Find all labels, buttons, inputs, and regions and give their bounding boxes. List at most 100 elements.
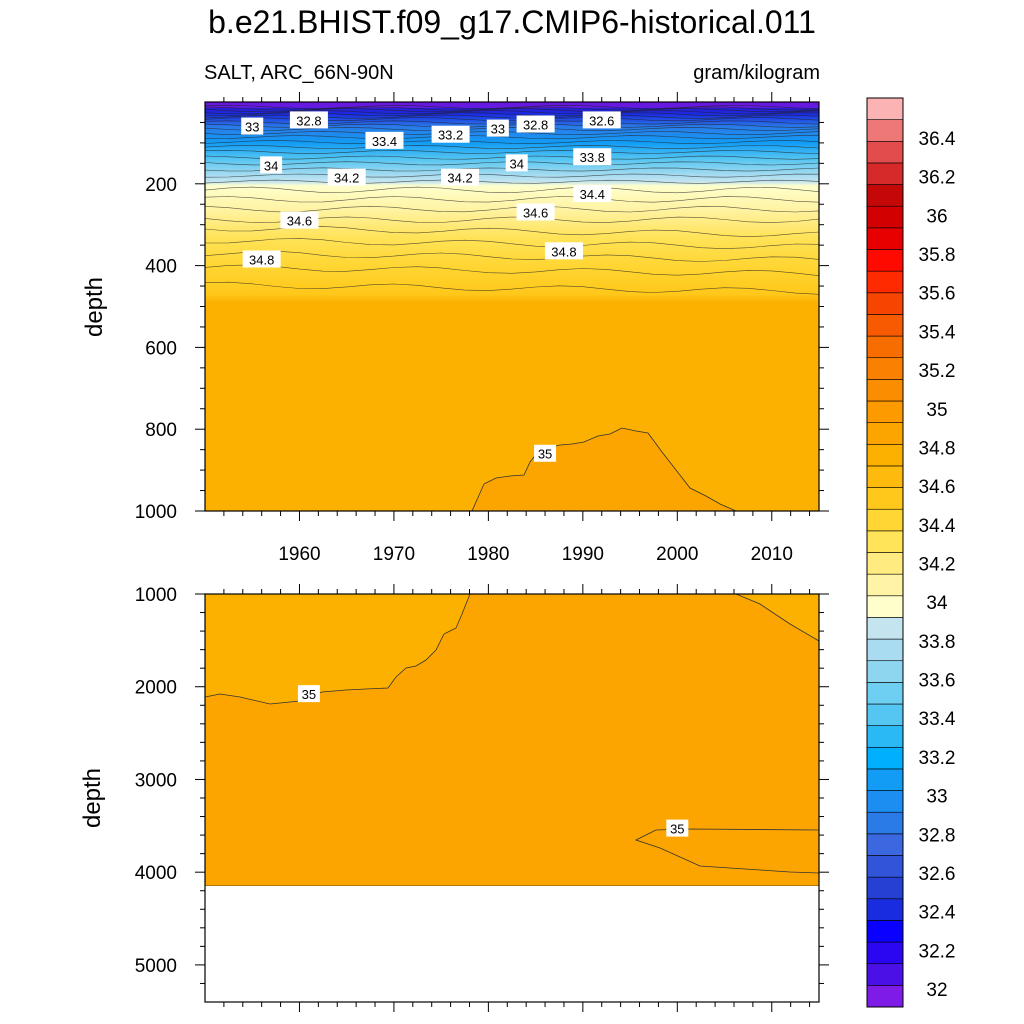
colorbar-swatch — [866, 184, 904, 207]
contour-line — [205, 108, 819, 113]
contour-label: 34.6 — [280, 211, 319, 229]
colorbar-swatch — [866, 530, 904, 553]
x-tick-label: 1960 — [278, 544, 320, 565]
colorbar-label: 35.2 — [919, 361, 956, 382]
colorbar-swatch — [866, 465, 904, 488]
colorbar-swatch — [866, 573, 904, 597]
contour-label-bg — [666, 819, 689, 837]
colorbar-swatch — [866, 400, 904, 423]
contour-label-bg — [573, 148, 612, 166]
colorbar-swatch — [866, 379, 904, 402]
contour-label-bg — [516, 115, 555, 133]
lower-y-tick-label: 2000 — [135, 678, 177, 699]
contour-line — [205, 186, 819, 194]
contour-label-text: 33 — [245, 120, 259, 135]
contour-label-bg — [280, 211, 319, 229]
contour-label: 32.8 — [516, 115, 555, 133]
upper-y-tick-label: 200 — [145, 175, 177, 196]
contour-label: 35 — [666, 819, 689, 837]
colorbar-label: 36 — [926, 206, 947, 227]
colorbar-swatch — [866, 876, 904, 900]
colorbar-label: 34 — [926, 593, 948, 614]
contour-label-text: 34 — [509, 156, 523, 171]
axes: 1960 1970 1980 1990 2000 2010 200 400 600 800 1000… — [135, 92, 829, 1012]
contour-label-text: 32.8 — [296, 113, 321, 128]
contour-line — [205, 149, 819, 154]
colorbar-swatch — [866, 140, 904, 164]
contour-label-bg — [505, 154, 528, 172]
x-tick-label: 2000 — [656, 544, 698, 565]
contour-label: 34 — [260, 156, 283, 174]
colorbar-swatch — [866, 357, 904, 380]
colorbar-swatch — [866, 617, 904, 640]
colorbar-label: 32.6 — [919, 864, 956, 885]
colorbar-label: 32.4 — [919, 903, 956, 924]
contour-label-text: 33.4 — [372, 134, 397, 149]
contour-line — [205, 196, 819, 203]
contour-label-bg — [544, 242, 583, 260]
contour-label-bg — [431, 125, 470, 143]
contour-label: 34.2 — [441, 168, 480, 186]
colorbar-swatch — [866, 292, 904, 315]
contour-label-text: 33.8 — [580, 150, 605, 165]
contour-label-text: 34.8 — [551, 244, 576, 259]
colorbar-label: 34.8 — [919, 438, 956, 459]
contour-label-text: 35 — [538, 447, 552, 462]
contour-label-text: 35 — [302, 687, 316, 702]
contour-line — [205, 281, 819, 295]
upper-y-tick-label: 1000 — [135, 502, 177, 523]
colorbar-swatch — [866, 985, 904, 1008]
colorbar-swatch — [866, 205, 904, 229]
missing-data-area — [205, 886, 819, 1002]
contour-label-bg — [242, 250, 281, 268]
colorbar-swatch — [866, 487, 904, 510]
contour-label: 33.8 — [573, 148, 612, 166]
contour-label-text: 33.2 — [438, 128, 463, 143]
contour-label: 34.8 — [544, 242, 583, 260]
lower-y-tick-label: 3000 — [135, 770, 177, 791]
contour-label: 32.8 — [289, 111, 328, 129]
colorbar-swatch — [866, 855, 904, 878]
contour-label-text: 34.6 — [287, 214, 312, 229]
colorbar-swatch — [866, 552, 904, 575]
lower-y-tick-label: 4000 — [135, 863, 177, 884]
colorbar-label: 32.8 — [919, 825, 956, 846]
colorbar-label: 36.4 — [919, 129, 956, 150]
colorbar-swatch — [866, 703, 904, 726]
colorbar-label: 33.4 — [919, 709, 956, 730]
contour-line — [205, 106, 819, 111]
lower-35-region — [205, 594, 819, 887]
upper-35-region — [471, 427, 737, 511]
colorbar-swatch — [866, 790, 904, 813]
contour-label-bg — [441, 168, 480, 186]
contour-label-bg — [534, 444, 557, 462]
contour-line — [205, 145, 819, 149]
contour-label-text: 32.6 — [589, 113, 614, 128]
colorbar-label: 32 — [926, 980, 947, 1001]
contour-label-bg — [241, 117, 264, 135]
colorbar-swatch — [866, 898, 904, 921]
contour-line — [205, 173, 819, 178]
colorbar-swatch — [866, 682, 904, 705]
colorbar-swatch — [866, 270, 904, 294]
colorbar-swatch — [866, 725, 904, 748]
upper-panel — [205, 102, 819, 511]
contour-label: 34.4 — [573, 185, 612, 203]
colorbar-label: 36.2 — [919, 168, 956, 189]
contour-line — [205, 179, 819, 184]
colorbar-swatch — [866, 595, 904, 618]
colorbar-swatch — [866, 811, 904, 835]
colorbar-label: 35.4 — [919, 322, 956, 343]
contour-label: 34.2 — [327, 168, 366, 186]
colorbar-swatch — [866, 443, 904, 467]
contour-label-text: 34.8 — [249, 252, 274, 267]
contour-line — [205, 127, 819, 131]
contour-label-text: 32.8 — [523, 117, 548, 132]
upper-y-tick-label: 800 — [145, 420, 177, 441]
units-label: gram/kilogram — [693, 62, 820, 84]
colorbar: 36.4 36.2 36 35.8 35.6 35.4 35.2 35 34.8 34.6 34.4… — [866, 97, 956, 1008]
colorbar-label: 33.2 — [919, 748, 956, 769]
contour-label: 35 — [534, 444, 557, 462]
contour-label: 33.4 — [365, 131, 404, 149]
upper-ylabel: depth — [81, 277, 108, 337]
